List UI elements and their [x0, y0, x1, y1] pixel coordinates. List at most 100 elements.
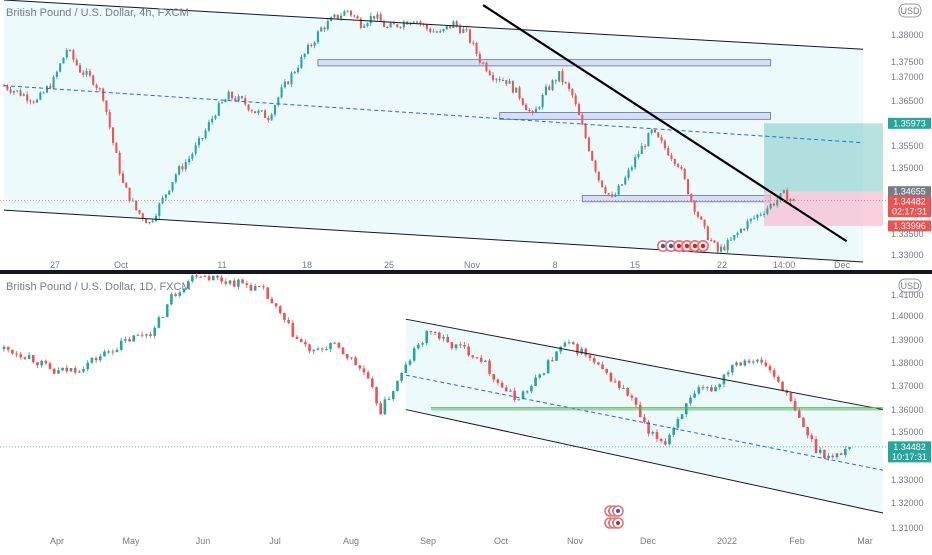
candle-body: [564, 82, 567, 84]
candle-body: [181, 166, 184, 170]
pane-1d[interactable]: British Pound / U.S. Dollar, 1D, FXCM US…: [0, 273, 932, 550]
pane-separator[interactable]: [0, 270, 932, 274]
candle-body: [138, 210, 141, 214]
candle-body: [75, 59, 78, 66]
candle-body: [303, 53, 306, 58]
resistance-zone[interactable]: [581, 195, 772, 203]
price-tag-label: 1.35973: [893, 118, 926, 128]
channel-upper-line[interactable]: [405, 318, 884, 411]
pane-1d-currency-badge[interactable]: USD: [898, 278, 922, 293]
pane-4h[interactable]: British Pound / U.S. Dollar, 4h, FXCM US…: [0, 0, 932, 270]
candle-body: [396, 380, 399, 392]
channel-mid-dashed-line[interactable]: [3, 85, 864, 144]
price-tag-label: 02:17:31: [892, 207, 927, 217]
candle-body: [488, 71, 491, 76]
channel-lower-line[interactable]: [405, 409, 884, 514]
candle-body: [613, 381, 617, 383]
candle-body: [9, 89, 12, 93]
candle-body: [435, 31, 438, 33]
pane-4h-candles: [2, 9, 795, 255]
candle-body: [659, 438, 663, 442]
candle-body: [693, 200, 696, 213]
candle-body: [521, 391, 525, 400]
position-stop-zone[interactable]: [764, 191, 883, 226]
candle-body: [86, 362, 90, 370]
flag-center-dot: [660, 243, 666, 249]
channel-lower-line[interactable]: [3, 209, 864, 263]
candle-body: [630, 395, 634, 398]
candle-body: [320, 348, 324, 350]
candle-body: [52, 368, 56, 374]
candle-body: [336, 14, 339, 19]
candle-body: [450, 342, 454, 349]
resistance-zone[interactable]: [499, 112, 772, 120]
time-tick-label: Dec: [640, 536, 657, 546]
position-target-zone[interactable]: [764, 123, 883, 192]
candle-body: [496, 379, 500, 383]
pane-4h-events[interactable]: [656, 240, 709, 253]
candle-body: [718, 384, 722, 388]
candle-body: [739, 228, 742, 233]
candle-body: [567, 342, 571, 344]
candle-body: [703, 219, 706, 227]
price-tag-label: 1.34482: [893, 197, 926, 207]
candle-body: [597, 362, 600, 365]
price-tag-box: [888, 441, 931, 453]
candle-body: [620, 184, 623, 186]
candle-body: [32, 101, 35, 103]
candle-body: [485, 62, 488, 72]
candle-body: [697, 387, 701, 394]
price-tag-box: [888, 196, 931, 208]
candle-body: [399, 26, 402, 28]
candle-body: [475, 357, 479, 359]
candle-body: [726, 372, 730, 375]
candle-body: [604, 187, 607, 194]
candle-body: [818, 449, 822, 453]
price-tick-label: 1.37500: [891, 57, 924, 67]
resistance-zone[interactable]: [317, 59, 772, 67]
candle-body: [827, 455, 830, 459]
pane-1d-time-axis[interactable]: Apr May Jun Jul Aug Sep Oct Nov Dec 2022 Feb Mar: [50, 536, 873, 546]
bearish-trendline[interactable]: [482, 4, 848, 243]
candle-body: [660, 137, 663, 141]
candle-body: [492, 75, 495, 80]
currency-badge-frame: [898, 3, 922, 18]
candle-body: [525, 104, 528, 111]
candle-body: [323, 27, 326, 30]
pane-4h-currency-badge[interactable]: USD: [898, 3, 922, 18]
time-tick-label: Nov: [567, 536, 584, 546]
candle-body: [128, 187, 131, 201]
candle-body: [584, 124, 587, 138]
pane-4h-lines[interactable]: [0, 0, 887, 263]
candle-body: [313, 42, 316, 46]
channel-upper-line[interactable]: [3, 0, 864, 50]
candle-body: [194, 145, 197, 154]
candle-body: [366, 372, 370, 379]
candle-body: [680, 414, 684, 420]
candle-body: [290, 73, 293, 85]
time-tick-label: 27: [50, 260, 60, 270]
candle-body: [333, 342, 336, 344]
pane-4h-time-axis[interactable]: 27 Oct 11 18 25 Nov 8 15 22 14:00 Dec: [50, 260, 851, 270]
candle-body: [211, 118, 214, 123]
candle-body: [199, 276, 203, 278]
candle-body: [478, 53, 481, 63]
candle-body: [442, 29, 445, 32]
candle-body: [471, 355, 475, 358]
candle-body: [743, 360, 747, 366]
candle-body: [601, 364, 604, 370]
candle-body: [15, 353, 18, 355]
time-tick-label: 8: [552, 260, 557, 270]
pane-4h-zones[interactable]: [317, 59, 883, 226]
candle-body: [274, 303, 278, 307]
pane-1d-lines[interactable]: [0, 318, 887, 514]
candle-body: [392, 23, 395, 25]
price-tag-label: 1.34655: [893, 187, 926, 197]
time-tick-label: 18: [302, 260, 312, 270]
candle-body: [371, 378, 374, 388]
pane-1d-events[interactable]: [604, 505, 624, 529]
candle-body: [690, 194, 693, 201]
candle-body: [145, 219, 148, 224]
candle-body: [400, 373, 403, 381]
